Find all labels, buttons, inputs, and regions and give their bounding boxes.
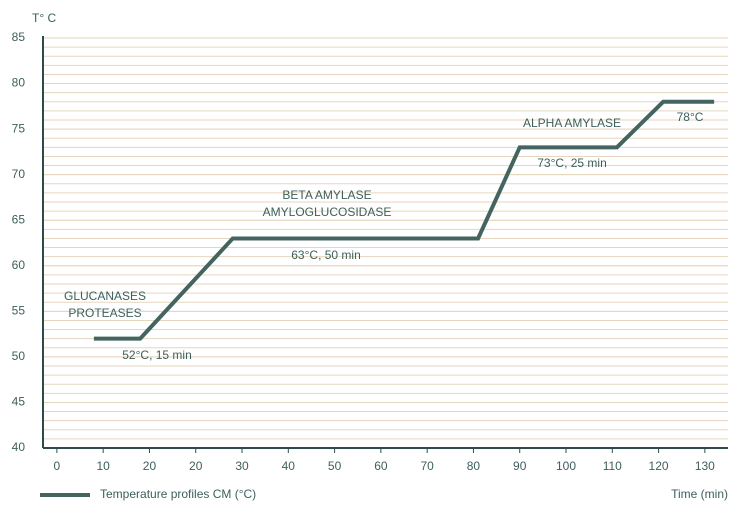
series-line: [93, 99, 715, 341]
x-tick-label: 30: [235, 459, 249, 473]
annotation: ALPHA AMYLASE: [523, 116, 621, 130]
x-tick-label: 10: [96, 459, 110, 473]
annotation: 78°C: [677, 110, 704, 124]
y-tick-label: 50: [12, 349, 26, 363]
x-tick-label: 50: [328, 459, 342, 473]
x-tick-label: 0: [54, 459, 61, 473]
x-tick-label: 120: [649, 459, 669, 473]
y-tick-label: 75: [12, 121, 26, 135]
x-axis-label: Time (min): [671, 487, 728, 501]
x-tick-label: 80: [467, 459, 481, 473]
y-tick-label: 55: [12, 304, 26, 318]
annotation: 52°C, 15 min: [122, 348, 192, 362]
x-tick-label: 100: [556, 459, 576, 473]
annotation: AMYLOGLUCOSIDASE: [263, 205, 392, 219]
y-tick-label: 65: [12, 212, 26, 226]
x-tick-label: 40: [282, 459, 296, 473]
x-tick-label: 20: [189, 459, 203, 473]
annotation: PROTEASES: [68, 306, 141, 320]
y-tick-label: 40: [12, 440, 26, 454]
y-tick-label: 85: [12, 30, 26, 44]
x-tick-label: 70: [420, 459, 434, 473]
annotation: GLUCANASES: [64, 289, 146, 303]
legend-label: Temperature profiles CM (°C): [100, 487, 256, 501]
x-tick-label: 20: [143, 459, 157, 473]
x-tick-label: 90: [513, 459, 527, 473]
y-tick-label: 70: [12, 167, 26, 181]
annotation: 63°C, 50 min: [291, 248, 361, 262]
x-tick-label: 110: [603, 459, 622, 473]
annotation: BETA AMYLASE: [282, 188, 371, 202]
x-tick-label: 130: [695, 459, 715, 473]
y-tick-label: 45: [12, 395, 26, 409]
y-tick-label: 60: [12, 258, 26, 272]
x-tick-label: 60: [374, 459, 388, 473]
y-axis-label: T° C: [32, 11, 56, 25]
y-tick-label: 80: [12, 76, 26, 90]
annotation: 73°C, 25 min: [537, 156, 607, 170]
